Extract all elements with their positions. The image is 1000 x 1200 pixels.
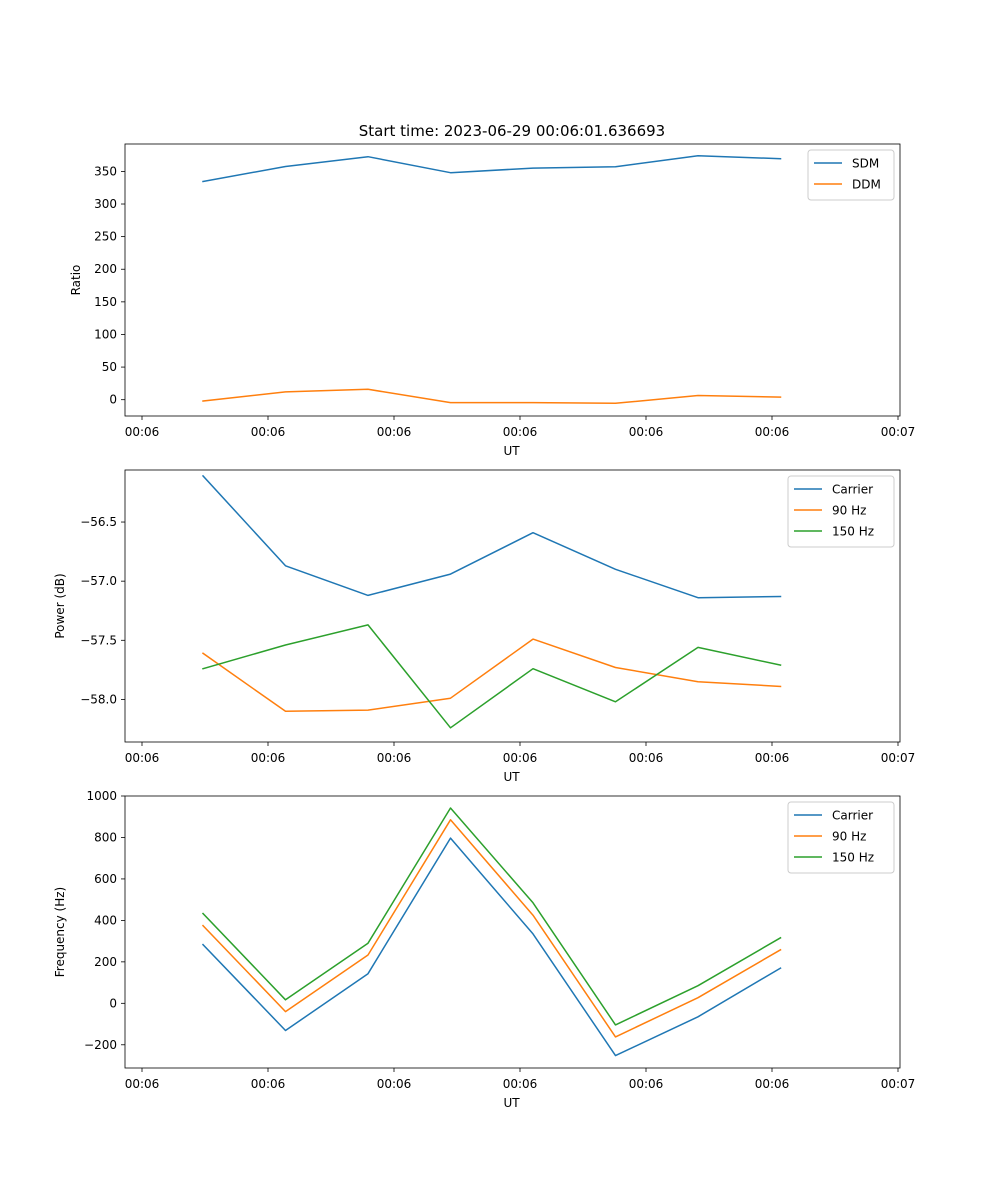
series-line-2 — [202, 624, 782, 729]
series-line-0 — [202, 154, 782, 183]
y-tick-label: 300 — [94, 197, 117, 211]
y-tick-label: 800 — [94, 830, 117, 844]
x-tick-label: 00:06 — [503, 1077, 538, 1091]
series-line-1 — [201, 638, 782, 713]
x-tick-label: 00:07 — [881, 425, 916, 439]
y-tick-label: 150 — [94, 295, 117, 309]
x-tick-label: 00:06 — [755, 1077, 790, 1091]
series-line-2 — [201, 807, 782, 1026]
x-tick-label: 00:06 — [503, 751, 538, 765]
y-tick-label: 250 — [94, 230, 117, 244]
x-tick-label: 00:06 — [377, 751, 412, 765]
y-tick-label: 200 — [94, 955, 117, 969]
x-tick-label: 00:06 — [629, 751, 664, 765]
series-line-1 — [201, 819, 782, 1038]
y-tick-label: 350 — [94, 164, 117, 178]
y-tick-label: 1000 — [86, 789, 117, 803]
axes-frame — [124, 795, 901, 1069]
legend-label: 90 Hz — [832, 504, 866, 518]
x-tick-label: 00:06 — [377, 1077, 412, 1091]
x-tick-label: 00:06 — [755, 751, 790, 765]
x-tick-label: 00:06 — [377, 425, 412, 439]
legend-label: DDM — [852, 178, 881, 192]
legend-box — [787, 801, 895, 874]
y-tick-label: 600 — [94, 872, 117, 886]
figure-title: Start time: 2023-06-29 00:06:01.636693 — [359, 122, 665, 140]
series-line-1 — [202, 388, 782, 405]
x-tick-label: 00:06 — [125, 751, 160, 765]
series-line-0 — [201, 837, 782, 1057]
y-tick-label: 400 — [94, 913, 117, 927]
x-tick-label: 00:06 — [629, 425, 664, 439]
y-axis-label: Frequency (Hz) — [53, 887, 67, 978]
x-tick-label: 00:07 — [881, 1077, 916, 1091]
y-tick-label: −200 — [84, 1038, 117, 1052]
x-axis-label: UT — [503, 1096, 520, 1110]
x-tick-label: 00:06 — [125, 1077, 160, 1091]
y-axis-label: Power (dB) — [53, 573, 67, 638]
y-tick-label: 50 — [102, 360, 117, 374]
x-axis-label: UT — [503, 770, 520, 784]
axes-frame — [124, 143, 901, 417]
y-tick-label: −57.0 — [80, 574, 117, 588]
legend-label: 150 Hz — [832, 851, 874, 865]
legend-box — [787, 475, 895, 548]
x-axis-label: UT — [503, 444, 520, 458]
ratio-panel: 00:06 00:06 00:06 00:06 00:06 00:06 00:07 0 50 10… — [69, 143, 916, 458]
x-tick-label: 00:06 — [755, 425, 790, 439]
y-tick-label: −57.5 — [80, 633, 117, 647]
legend-label: 90 Hz — [832, 830, 866, 844]
axes-frame — [124, 469, 901, 743]
x-tick-label: 00:06 — [629, 1077, 664, 1091]
legend-label: Carrier — [832, 483, 873, 497]
series-line-0 — [201, 474, 782, 599]
y-tick-label: −56.5 — [80, 515, 117, 529]
y-axis-label: Ratio — [69, 265, 83, 296]
x-tick-label: 00:06 — [251, 1077, 286, 1091]
legend-label: SDM — [852, 157, 879, 171]
x-tick-label: 00:06 — [251, 751, 286, 765]
y-tick-label: 200 — [94, 262, 117, 276]
y-tick-label: 0 — [109, 996, 117, 1010]
x-tick-label: 00:06 — [503, 425, 538, 439]
x-tick-label: 00:06 — [125, 425, 160, 439]
legend-box — [807, 149, 895, 201]
legend-label: Carrier — [832, 809, 873, 823]
frequency-panel: 00:06 00:06 00:06 00:06 00:06 00:06 00:07 −200 0… — [53, 789, 915, 1110]
power-panel: 00:06 00:06 00:06 00:06 00:06 00:06 00:07 −58.0… — [53, 469, 916, 784]
x-tick-label: 00:06 — [251, 425, 286, 439]
y-tick-label: −58.0 — [80, 692, 117, 706]
x-tick-label: 00:07 — [881, 751, 916, 765]
legend-label: 150 Hz — [832, 525, 874, 539]
y-tick-label: 100 — [94, 327, 117, 341]
y-tick-label: 0 — [109, 393, 117, 407]
